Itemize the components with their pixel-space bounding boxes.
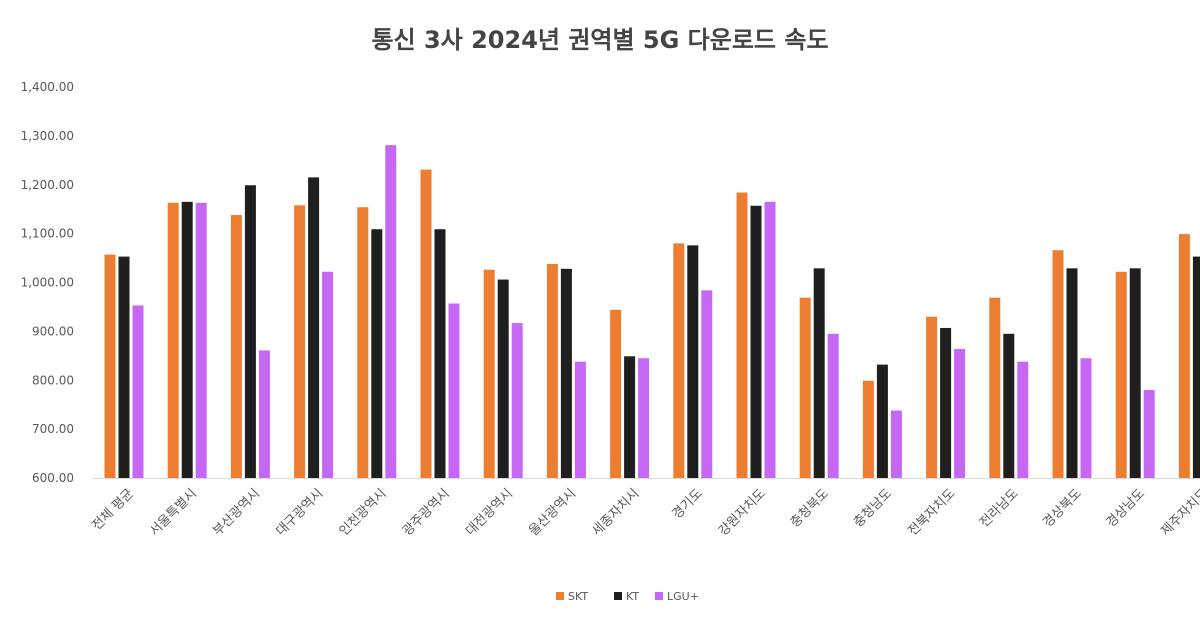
bar-lgu xyxy=(385,145,397,478)
x-tick-label: 경상북도 xyxy=(1040,486,1084,530)
bar-skt xyxy=(610,309,622,478)
bar-skt xyxy=(357,207,369,479)
bar-kt xyxy=(497,279,509,478)
x-tick-label: 전북자치도 xyxy=(906,486,959,539)
bar-lgu xyxy=(827,333,839,478)
bar-lgu xyxy=(1080,358,1092,478)
bar-kt xyxy=(118,256,130,478)
bar-lgu xyxy=(890,410,902,478)
legend: SKT KT LGU+ xyxy=(556,590,699,603)
bar-lgu xyxy=(954,348,966,478)
bars xyxy=(104,145,1200,479)
bar-kt xyxy=(308,177,320,478)
x-tick-label: 광주광역시 xyxy=(400,486,453,539)
y-tick-label: 1,000.00 xyxy=(21,276,74,290)
bar-skt xyxy=(167,202,179,479)
x-tick-label: 충청남도 xyxy=(851,486,895,530)
bar-lgu xyxy=(1017,361,1029,478)
legend-swatch xyxy=(614,592,622,600)
x-tick-label: 대전광역시 xyxy=(463,486,516,539)
bar-kt xyxy=(1129,268,1141,478)
bar-skt xyxy=(736,192,748,478)
y-tick-label: 900.00 xyxy=(32,324,74,338)
x-tick-label: 경기도 xyxy=(670,486,706,522)
bar-skt xyxy=(546,263,558,478)
bar-skt xyxy=(483,269,495,478)
x-tick-label: 부산광역시 xyxy=(210,486,263,539)
bar-kt xyxy=(181,201,193,478)
y-tick-label: 800.00 xyxy=(32,373,74,387)
x-tick-label: 강원자치도 xyxy=(716,486,769,539)
x-tick-label: 대구광역시 xyxy=(274,486,327,539)
y-axis: 600.00 700.00 800.00 900.00 1,000.00 1,100.00… xyxy=(21,80,74,485)
x-tick-label: 충청북도 xyxy=(788,486,832,530)
x-tick-label: 인천광역시 xyxy=(337,486,390,539)
bar-kt xyxy=(371,229,383,478)
x-tick-label: 울산광역시 xyxy=(526,486,579,539)
bar-lgu xyxy=(322,271,334,478)
bar-skt xyxy=(1115,271,1127,478)
bar-skt xyxy=(989,297,1001,478)
y-tick-label: 600.00 xyxy=(32,471,74,485)
bar-kt xyxy=(624,356,636,478)
legend-swatch xyxy=(655,592,663,600)
bar-lgu xyxy=(701,290,713,478)
bar-lgu xyxy=(258,350,270,478)
y-tick-label: 1,400.00 xyxy=(21,80,74,94)
bar-lgu xyxy=(195,202,207,479)
x-tick-label: 전체 평균 xyxy=(89,486,136,533)
bar-kt xyxy=(687,245,699,478)
legend-swatch xyxy=(556,592,564,600)
bar-skt xyxy=(104,254,116,478)
bar-kt xyxy=(1003,333,1015,478)
bar-kt xyxy=(434,229,446,478)
bar-kt xyxy=(940,327,952,478)
x-tick-label: 경상남도 xyxy=(1104,486,1148,530)
bar-skt xyxy=(1052,250,1064,478)
y-tick-label: 1,200.00 xyxy=(21,178,74,192)
bar-lgu xyxy=(132,305,144,478)
bar-kt xyxy=(813,268,825,478)
legend-label: KT xyxy=(626,590,639,603)
x-tick-label: 전라남도 xyxy=(977,486,1021,530)
bar-skt xyxy=(230,215,242,479)
bar-skt xyxy=(673,243,685,478)
bar-skt xyxy=(799,297,811,478)
bar-skt xyxy=(926,316,938,478)
chart-title: 통신 3사 2024년 권역별 5G 다운로드 속도 xyxy=(371,26,829,54)
bar-kt xyxy=(1066,268,1078,478)
bar-skt xyxy=(420,169,432,478)
bar-kt xyxy=(560,268,572,478)
bar-lgu xyxy=(574,361,586,478)
bar-lgu xyxy=(638,358,650,478)
bar-lgu xyxy=(1143,390,1155,478)
bar-lgu xyxy=(448,303,460,478)
x-axis: 전체 평균 서울특별시 부산광역시 대구광역시 인천광역시 광주광역시 대전광역시 울산광역시… xyxy=(89,478,1200,539)
x-tick-label: 세종자치시 xyxy=(590,486,643,539)
bar-kt xyxy=(750,205,762,479)
legend-label: SKT xyxy=(568,590,588,603)
legend-label: LGU+ xyxy=(667,590,699,603)
bar-kt xyxy=(244,185,256,478)
bar-kt xyxy=(1192,256,1200,478)
bar-skt xyxy=(1178,234,1190,478)
bar-skt xyxy=(294,205,306,478)
y-tick-label: 700.00 xyxy=(32,422,74,436)
x-tick-label: 제주자치도 xyxy=(1158,486,1200,539)
y-tick-label: 1,300.00 xyxy=(21,129,74,143)
y-tick-label: 1,100.00 xyxy=(21,227,74,241)
x-tick-label: 서울특별시 xyxy=(147,486,200,539)
bar-lgu xyxy=(511,323,523,478)
bar-kt xyxy=(876,364,888,478)
bar-skt xyxy=(862,380,874,478)
bar-lgu xyxy=(764,201,776,478)
